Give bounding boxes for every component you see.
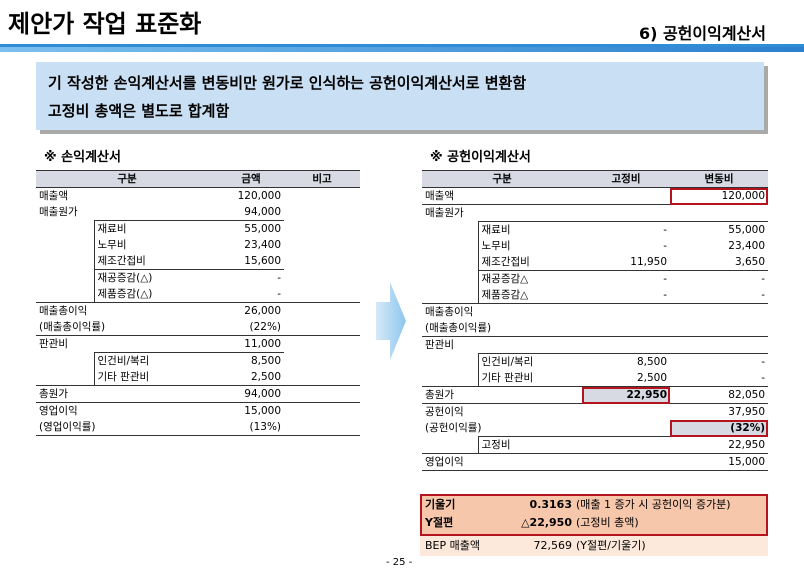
table-row: 제품증감(△) -	[36, 286, 361, 303]
table-row: 재료비 55,000	[36, 220, 360, 237]
table-row: 인건비/복리 8,500-	[422, 353, 769, 370]
table-row: 매출총이익	[425, 306, 474, 318]
table-row: 판관비	[425, 339, 454, 351]
summary-line-2: 고정비 총액은 별도로 합계함	[48, 102, 230, 120]
contribution-statement-heading: ※ 공헌이익계산서	[430, 150, 531, 165]
table-row: (매출총이익률) (22%)	[36, 319, 361, 336]
table-row: 영업이익 15,000	[422, 453, 769, 471]
table-row: 제조간접비 15,600	[36, 253, 360, 270]
table-row: 총원가 22,950 82,050	[422, 386, 769, 404]
table-row: 매출원가 94,000	[39, 206, 282, 218]
bep-value: 72,569	[533, 539, 573, 552]
contribution-statement-table: 구분 고정비 변동비 매출액 120,000 매출원가 재료비 -55,000 노무…	[422, 170, 769, 471]
table-row: 재공증감(△) -	[36, 269, 360, 286]
table-row: 매출액 120,000	[422, 187, 769, 205]
table-row: 매출액 120,000	[39, 190, 282, 202]
col-header-amount: 금액	[218, 170, 285, 188]
total-cost-fixed-cell: 22,950	[582, 386, 671, 404]
table-row: 기타 판관비 2,500	[36, 369, 361, 386]
right-arrow-icon	[376, 282, 406, 360]
intercept-label: Y절편	[425, 516, 454, 529]
intercept-value: △22,950	[521, 516, 572, 529]
table-row: 노무비 -23,400	[422, 238, 768, 254]
summary-line-1: 기 작성한 손익계산서를 변동비만 원가로 인식하는 공헌이익계산서로 변환함	[48, 74, 527, 92]
table-row: 제조간접비 11,950 3,650	[422, 254, 768, 271]
slope-value: 0.3163	[529, 498, 572, 511]
table-row: 총원가 94,000	[36, 385, 361, 403]
table-row: (공헌이익률) (32%)	[422, 420, 769, 437]
bep-note: (Y절편/기울기)	[576, 539, 646, 552]
header-rule	[0, 44, 804, 47]
table-row: 공헌이익 37,950	[425, 406, 766, 418]
bep-label: BEP 매출액	[425, 539, 480, 552]
page-number: - 25 -	[386, 557, 413, 568]
col-header-category: 구분	[422, 170, 583, 188]
table-row: 영업이익 15,000	[39, 405, 282, 417]
sales-variable-cell: 120,000	[670, 187, 769, 205]
contribution-margin-rate-cell: (32%)	[670, 420, 769, 437]
table-row: (매출총이익률)	[422, 320, 769, 337]
col-header-category: 구분	[36, 170, 219, 188]
col-header-variable: 변동비	[670, 170, 769, 188]
col-header-fixed: 고정비	[582, 170, 671, 188]
table-row: 재료비 -55,000	[422, 221, 769, 238]
table-row: 고정비 22,950	[422, 436, 769, 454]
table-row: 노무비 23,400	[36, 237, 360, 253]
table-row: 기타 판관비 2,500-	[422, 370, 769, 387]
intercept-note: (고정비 총액)	[576, 516, 639, 529]
table-row: 매출총이익 26,000	[39, 305, 282, 317]
bep-row-bg	[420, 536, 768, 556]
slope-label: 기울기	[425, 498, 456, 511]
slope-note: (매출 1 증가 시 공헌이익 증가분)	[576, 498, 731, 511]
col-header-remark: 비고	[284, 170, 361, 188]
slope-intercept-box	[420, 494, 768, 536]
header-gradient-bar	[0, 47, 804, 52]
income-statement-table: 구분 금액 비고 매출액 120,000 매출원가 94,000 재료비 55,000…	[36, 170, 361, 436]
page-title: 제안가 작업 표준화	[8, 10, 202, 38]
table-row: 인건비/복리 8,500	[36, 352, 360, 369]
income-statement-heading: ※ 손익계산서	[44, 150, 121, 165]
table-row: 제품증감△ - -	[422, 287, 769, 304]
table-row: (영업이익률) (13%)	[36, 419, 361, 436]
table-row: 매출원가	[425, 207, 464, 219]
table-row: 판관비 11,000	[39, 338, 282, 350]
summary-box: 기 작성한 손익계산서를 변동비만 원가로 인식하는 공헌이익계산서로 변환함 …	[36, 62, 764, 130]
table-row: 재공증감△ - -	[422, 270, 769, 287]
section-subtitle: 6) 공헌이익계산서	[638, 24, 766, 43]
